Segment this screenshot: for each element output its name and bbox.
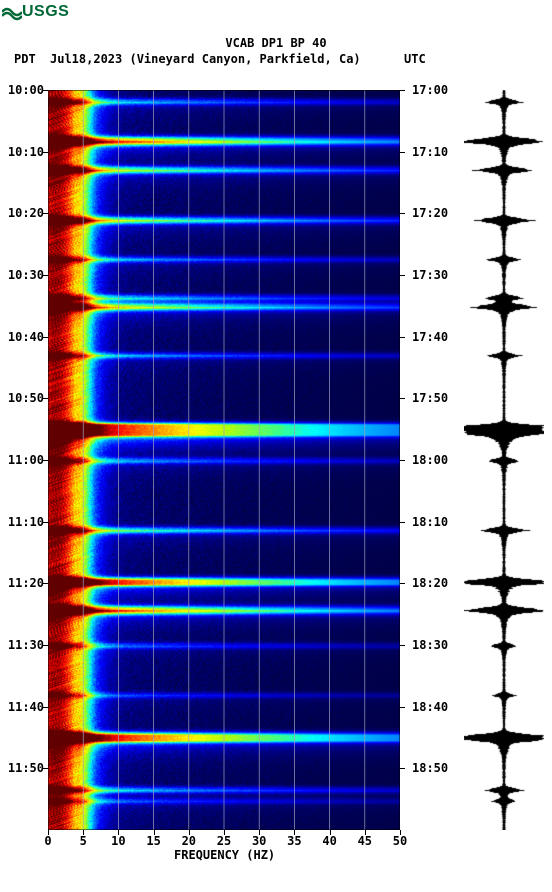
wave-icon	[2, 2, 22, 22]
spectrogram-plot	[48, 90, 400, 830]
y-left-tick: 11:30	[6, 638, 44, 652]
tick-mark	[43, 583, 48, 584]
tick-mark	[400, 398, 405, 399]
y-right-tick: 18:30	[412, 638, 448, 652]
x-tick: 5	[80, 834, 87, 848]
chart-title: VCAB DP1 BP 40	[0, 36, 552, 50]
y-left-tick: 11:00	[6, 453, 44, 467]
tick-mark	[43, 90, 48, 91]
tick-mark	[330, 830, 331, 835]
tick-mark	[400, 830, 401, 835]
tick-mark	[118, 830, 119, 835]
logo-text: USGS	[22, 3, 69, 21]
x-axis-label: FREQUENCY (HZ)	[174, 848, 275, 862]
y-right-tick: 18:00	[412, 453, 448, 467]
tick-mark	[400, 522, 405, 523]
tick-mark	[259, 830, 260, 835]
y-right-tick: 17:40	[412, 330, 448, 344]
y-left-tick: 10:40	[6, 330, 44, 344]
tick-mark	[43, 460, 48, 461]
y-right-tick: 17:20	[412, 206, 448, 220]
tick-mark	[400, 337, 405, 338]
x-tick: 10	[111, 834, 125, 848]
tick-mark	[189, 830, 190, 835]
y-right-tick: 17:30	[412, 268, 448, 282]
tick-mark	[400, 583, 405, 584]
tick-mark	[400, 645, 405, 646]
x-tick: 50	[393, 834, 407, 848]
tick-mark	[83, 830, 84, 835]
seismogram-trace	[464, 90, 544, 830]
y-right-tick: 18:40	[412, 700, 448, 714]
tick-mark	[154, 830, 155, 835]
tick-mark	[43, 275, 48, 276]
y-left-tick: 10:10	[6, 145, 44, 159]
x-tick: 45	[358, 834, 372, 848]
y-right-tick: 17:50	[412, 391, 448, 405]
tick-mark	[400, 213, 405, 214]
y-left-tick: 10:50	[6, 391, 44, 405]
x-tick: 35	[287, 834, 301, 848]
x-tick: 30	[252, 834, 266, 848]
tick-mark	[43, 337, 48, 338]
x-tick: 15	[146, 834, 160, 848]
tick-mark	[43, 213, 48, 214]
x-tick: 40	[322, 834, 336, 848]
tick-mark	[294, 830, 295, 835]
tick-mark	[400, 768, 405, 769]
timezone-left: PDT	[14, 52, 36, 66]
y-left-tick: 10:20	[6, 206, 44, 220]
tick-mark	[43, 707, 48, 708]
x-tick: 20	[182, 834, 196, 848]
tick-mark	[43, 645, 48, 646]
tick-mark	[43, 522, 48, 523]
date-label: Jul18,2023 (Vineyard Canyon, Parkfield, …	[50, 52, 361, 66]
tick-mark	[48, 830, 49, 835]
y-right-tick: 17:00	[412, 83, 448, 97]
y-left-tick: 10:00	[6, 83, 44, 97]
tick-mark	[43, 398, 48, 399]
y-left-tick: 11:50	[6, 761, 44, 775]
y-left-tick: 11:10	[6, 515, 44, 529]
tick-mark	[400, 90, 405, 91]
tick-mark	[400, 460, 405, 461]
y-left-tick: 10:30	[6, 268, 44, 282]
y-left-tick: 11:40	[6, 700, 44, 714]
spectrogram-canvas	[48, 90, 400, 830]
tick-mark	[224, 830, 225, 835]
y-right-tick: 18:50	[412, 761, 448, 775]
tick-mark	[43, 152, 48, 153]
usgs-logo: USGS	[2, 2, 69, 22]
timezone-right: UTC	[404, 52, 426, 66]
tick-mark	[400, 152, 405, 153]
seismogram-canvas	[464, 90, 544, 830]
tick-mark	[400, 707, 405, 708]
y-left-tick: 11:20	[6, 576, 44, 590]
tick-mark	[365, 830, 366, 835]
x-tick: 25	[217, 834, 231, 848]
tick-mark	[400, 275, 405, 276]
x-tick: 0	[44, 834, 51, 848]
y-right-tick: 17:10	[412, 145, 448, 159]
tick-mark	[43, 768, 48, 769]
y-right-tick: 18:10	[412, 515, 448, 529]
y-right-tick: 18:20	[412, 576, 448, 590]
